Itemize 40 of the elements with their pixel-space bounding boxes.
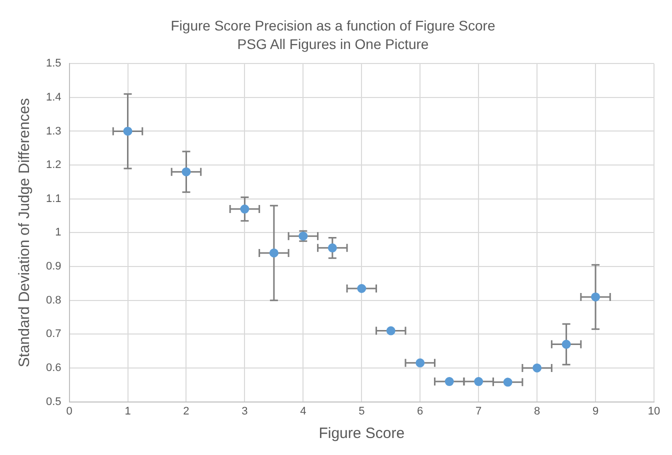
y-tick-label: 0.6	[46, 362, 62, 374]
point	[328, 243, 337, 252]
y-tick-label: 0.8	[46, 294, 62, 306]
point	[503, 378, 512, 387]
x-tick-label: 5	[358, 405, 365, 418]
y-tick-label: 1	[55, 226, 62, 239]
x-tick-label: 0	[66, 405, 72, 418]
point	[562, 340, 571, 349]
x-tick-label: 1	[124, 405, 131, 418]
x-tick-label: 2	[183, 405, 190, 418]
point	[240, 204, 250, 214]
x-tick-label: 4	[300, 405, 306, 418]
x-tick-label: 3	[242, 405, 248, 418]
y-tick-label: 1.5	[46, 58, 62, 70]
x-tick-label: 10	[648, 405, 660, 418]
y-tick-label: 0.7	[46, 328, 62, 340]
point	[444, 377, 454, 386]
x-tick-label: 6	[417, 405, 424, 418]
point	[532, 363, 542, 372]
x-tick-label: 8	[534, 405, 540, 418]
chart-subtitle: PSG All Figures in One Picture	[237, 36, 429, 52]
x-tick-label: 7	[476, 405, 482, 418]
point	[269, 248, 278, 258]
y-tick-label: 0.5	[46, 396, 62, 408]
point	[357, 284, 366, 294]
y-tick-label: 1.1	[46, 192, 62, 205]
x-tick-label: 9	[592, 405, 599, 418]
point	[416, 358, 425, 368]
point	[182, 167, 191, 176]
point	[474, 377, 484, 386]
y-axis-title: Standard Deviation of Judge Differences	[16, 98, 34, 368]
point	[386, 326, 396, 336]
point	[591, 292, 600, 302]
y-tick-label: 0.9	[46, 260, 62, 273]
chart-title: Figure Score Precision as a function of Figure Score	[170, 17, 496, 34]
y-tick-label: 1.3	[46, 125, 62, 138]
x-axis-title: Figure Score	[318, 425, 405, 442]
y-tick-label: 1.4	[46, 91, 62, 104]
point	[123, 126, 132, 136]
y-tick-label: 1.2	[46, 159, 62, 172]
